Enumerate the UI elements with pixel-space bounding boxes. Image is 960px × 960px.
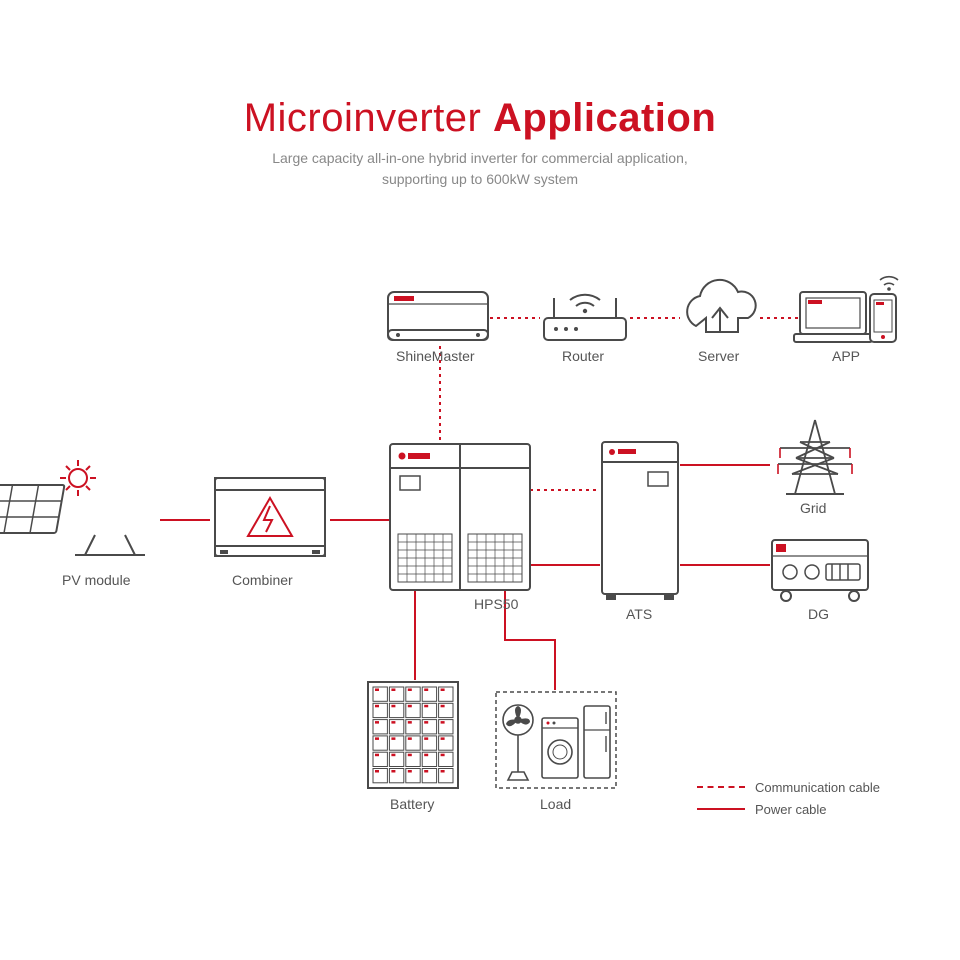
legend: Communication cable Power cable xyxy=(697,776,880,820)
battery-icon xyxy=(368,682,458,788)
legend-power-swatch xyxy=(697,808,745,810)
legend-comm-label: Communication cable xyxy=(755,780,880,795)
grid-label: Grid xyxy=(800,500,826,516)
dg-label: DG xyxy=(808,606,829,622)
pv-module-icon xyxy=(0,460,145,555)
shinemaster-label: ShineMaster xyxy=(396,348,475,364)
dg-icon xyxy=(772,540,868,601)
legend-power: Power cable xyxy=(697,798,880,820)
server-label: Server xyxy=(698,348,739,364)
ats-icon xyxy=(602,442,678,600)
ats-label: ATS xyxy=(626,606,652,622)
legend-power-label: Power cable xyxy=(755,802,827,817)
server-icon xyxy=(687,280,756,332)
grid-icon xyxy=(778,420,852,494)
hps50-icon xyxy=(390,444,530,590)
pv-label: PV module xyxy=(62,572,130,588)
load-icon xyxy=(496,692,616,788)
router-label: Router xyxy=(562,348,604,364)
router-icon xyxy=(544,295,626,340)
load-label: Load xyxy=(540,796,571,812)
combiner-icon xyxy=(215,478,325,556)
combiner-label: Combiner xyxy=(232,572,293,588)
legend-comm: Communication cable xyxy=(697,776,880,798)
battery-label: Battery xyxy=(390,796,434,812)
shinemaster-icon xyxy=(388,292,488,340)
hps50-label: HPS50 xyxy=(474,596,518,612)
legend-comm-swatch xyxy=(697,786,745,788)
app-label: APP xyxy=(832,348,860,364)
app-icon xyxy=(794,277,898,342)
